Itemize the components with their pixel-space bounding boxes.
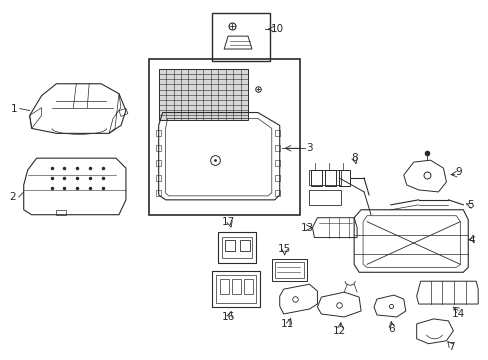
Text: 12: 12 [332, 326, 345, 336]
Bar [212, 271, 259, 307]
Text: 6: 6 [388, 324, 394, 334]
Bar [271, 260, 306, 281]
Bar [222, 237, 251, 258]
Bar [339, 170, 349, 186]
Bar [220, 279, 229, 294]
Bar [155, 145, 161, 151]
Bar [232, 279, 241, 294]
Text: 13: 13 [300, 222, 313, 233]
Bar [274, 262, 303, 278]
Bar [274, 160, 279, 166]
Bar [274, 145, 279, 151]
Bar [309, 190, 341, 205]
Text: 3: 3 [305, 143, 312, 153]
Bar [240, 239, 249, 251]
Text: 11: 11 [281, 319, 294, 329]
Text: 17: 17 [221, 217, 234, 227]
Bar [148, 59, 299, 215]
Text: 5: 5 [466, 200, 472, 210]
Bar [155, 175, 161, 181]
Bar [309, 170, 341, 185]
Bar [155, 190, 161, 196]
Bar [158, 69, 247, 121]
Text: 7: 7 [447, 342, 454, 352]
Bar [216, 275, 255, 303]
Bar [274, 130, 279, 136]
Bar [224, 239, 235, 251]
Text: 1: 1 [10, 104, 17, 113]
Bar [274, 175, 279, 181]
Text: 10: 10 [271, 24, 284, 34]
Text: 15: 15 [278, 244, 291, 255]
Bar [274, 190, 279, 196]
Text: 14: 14 [451, 309, 464, 319]
Text: 16: 16 [221, 312, 234, 322]
Text: 8: 8 [350, 153, 357, 163]
Bar [155, 130, 161, 136]
Bar [212, 13, 269, 61]
Bar [218, 231, 255, 264]
Text: 2: 2 [9, 192, 16, 202]
Bar [325, 170, 336, 186]
Bar [244, 279, 252, 294]
Text: 9: 9 [454, 167, 461, 177]
Bar [155, 160, 161, 166]
Text: 4: 4 [468, 234, 474, 244]
Bar [311, 170, 322, 186]
